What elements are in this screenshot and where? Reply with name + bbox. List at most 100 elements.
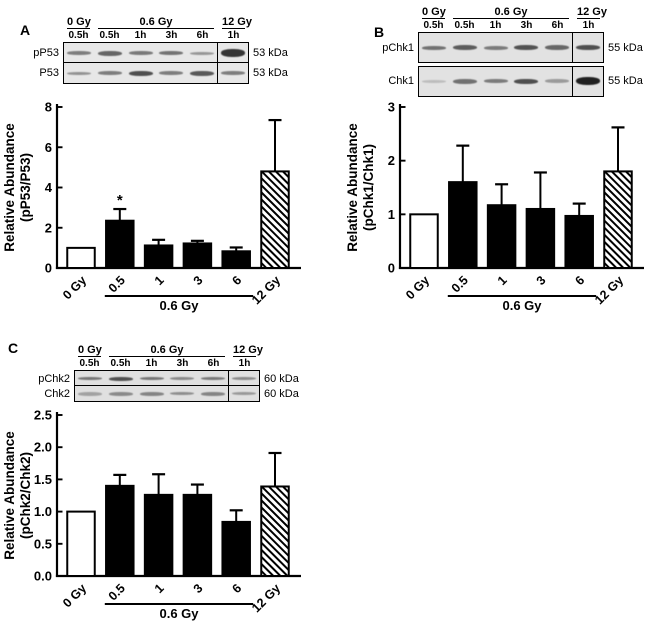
bar-1 (143, 244, 174, 270)
blot-lane (167, 371, 198, 386)
protein-band (483, 79, 508, 83)
kda-label: 55 kDa (608, 75, 643, 87)
dose-group-label: 12 Gy (233, 344, 263, 357)
bar-6 (221, 250, 251, 269)
dose-group-label: 0.6 Gy (453, 6, 569, 19)
time-label: 1h (582, 20, 595, 31)
blot-lane (228, 386, 259, 401)
protein-band (98, 50, 122, 56)
x-category-label: 3 (191, 581, 206, 596)
blot-row-Chk2: Chk2 60 kDa (44, 385, 299, 403)
lane-divider-line (216, 43, 219, 63)
x-category-label: 0 Gy (403, 273, 432, 302)
time-label: 0.5h (454, 20, 475, 31)
group-dose-label: 0.6 Gy (159, 606, 199, 621)
x-category-label: 1 (152, 273, 167, 288)
y-axis-title-line1: Relative Abundance (345, 123, 360, 252)
protein-band (201, 391, 226, 396)
y-tick-label: 1.5 (34, 472, 52, 487)
y-tick-label: 0 (388, 261, 395, 276)
y-tick-label: 1 (388, 207, 395, 222)
group-dose-label: 0.6 Gy (159, 298, 199, 313)
blot-lane (228, 371, 259, 386)
blot-lane (187, 63, 218, 83)
protein-band (545, 79, 570, 83)
blot-lane (64, 63, 95, 83)
x-category-label: 6 (230, 581, 245, 596)
time-label: 1h (238, 358, 251, 369)
time-label-row: 0.5h 0.5h 1h 3h 6h 1h (74, 357, 260, 370)
x-category-label: 0 Gy (60, 581, 89, 610)
blot-lane (217, 63, 248, 83)
blot-lane (419, 67, 450, 96)
blot-lane (480, 67, 511, 96)
bar-6 (221, 520, 251, 577)
lane-divider-line (227, 371, 230, 386)
dose-group-label: 0.6 Gy (109, 344, 225, 357)
y-tick-label: 0 (45, 261, 52, 276)
bar-3 (182, 493, 213, 577)
protein-band (159, 51, 184, 55)
protein-band (78, 391, 103, 396)
time-label: 0.5h (423, 20, 444, 31)
blot-lane (198, 386, 229, 401)
time-label: 6h (207, 358, 220, 369)
significance-star: * (117, 192, 123, 209)
bar-12-Gy (260, 485, 290, 577)
x-category-label: 3 (534, 273, 549, 288)
time-label: 3h (165, 30, 178, 41)
time-label: 0.5h (99, 30, 120, 41)
blot-row-Chk1: Chk1 55 kDa (388, 65, 643, 97)
dose-group-row: 0 Gy 0.6 Gy 12 Gy (418, 6, 607, 19)
blot-lane (450, 33, 481, 62)
blot-lane (511, 33, 542, 62)
blot-lane (136, 371, 167, 386)
time-label: 6h (551, 20, 564, 31)
protein-band (422, 45, 447, 50)
protein-band (109, 391, 133, 396)
y-axis-title-line2: (pChk2/Chk2) (18, 452, 33, 539)
dose-group-label: 0 Gy (78, 344, 102, 357)
blot-lane (542, 33, 573, 62)
protein-band (453, 45, 477, 50)
y-axis-title-line2: (pChk1/Chk1) (361, 144, 376, 231)
y-tick-label: 0.0 (34, 569, 52, 584)
x-category-label: 0.5 (106, 581, 128, 603)
protein-band (483, 45, 508, 50)
western-blot-B: 0 Gy 0.6 Gy 12 Gy 0.5h 0.5h 1h 3h 6h 1h pChk1 55 k… (382, 6, 643, 97)
y-tick-label: 3 (388, 100, 395, 115)
y-tick-label: 2 (388, 153, 395, 168)
x-category-label: 12 Gy (249, 581, 283, 615)
x-category-label: 6 (230, 273, 245, 288)
time-label: 0.5h (79, 358, 100, 369)
kda-label: 60 kDa (264, 387, 299, 400)
x-category-label: 1 (495, 273, 510, 288)
bar-3 (525, 207, 556, 269)
time-label: 1h (145, 358, 158, 369)
blot-rows: pChk2 60 kDa Chk2 60 kDa (38, 370, 299, 403)
panel-label-C: C (8, 340, 19, 356)
time-label: 3h (176, 358, 189, 369)
kda-label: 53 kDa (253, 47, 288, 59)
dose-group-label: 12 Gy (222, 16, 252, 29)
protein-band (453, 78, 477, 84)
bar-0-Gy (409, 213, 439, 270)
blot-lane (64, 43, 95, 63)
x-category-label: 12 Gy (592, 273, 626, 307)
blot-lane (572, 67, 603, 96)
protein-label: Chk1 (388, 75, 414, 87)
time-label: 6h (196, 30, 209, 41)
bar-chart-A: 0 2 4 6 8 Relative Abundance (pP53/P53) 0 Gy * 0.… (2, 100, 301, 313)
x-category-label: 0.5 (106, 273, 128, 295)
protein-band (514, 45, 539, 50)
x-category-label: 0.5 (449, 273, 471, 295)
western-blot-A: 0 Gy 0.6 Gy 12 Gy 0.5h 0.5h 1h 3h 6h 1h pP53 53 kD… (33, 16, 288, 85)
lane-divider-line (571, 33, 574, 62)
y-tick-label: 6 (45, 140, 52, 155)
x-category-label: 12 Gy (249, 273, 283, 307)
x-category-label: 1 (152, 581, 167, 596)
blot-lane (125, 63, 156, 83)
dose-group-label: 12 Gy (577, 6, 607, 19)
protein-band (575, 77, 600, 85)
